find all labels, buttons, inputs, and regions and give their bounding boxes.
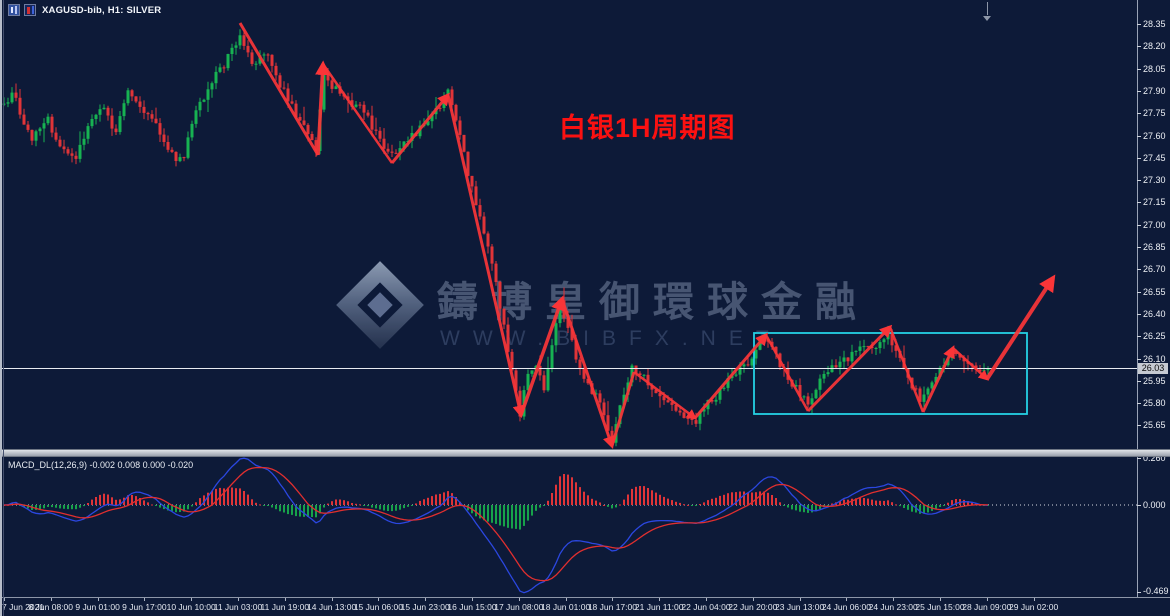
price-axis[interactable]: 28.35 28.20 28.05 27.90 27.75 27.60 27.45 27.30… [1137, 0, 1170, 597]
price-tick-label: 25.65 [1143, 420, 1166, 431]
price-tick-label: 27.15 [1143, 197, 1166, 208]
time-tick-label: 22 Jun 20:00 [728, 602, 778, 612]
time-tick-label: 9 Jun 01:00 [75, 602, 120, 612]
time-tick-label: 14 Jun 13:00 [307, 602, 357, 612]
trend-line [610, 371, 636, 447]
macd-chart[interactable] [0, 457, 1137, 597]
macd-scale-max: 0.260 [1143, 453, 1166, 463]
price-tick-label: 27.00 [1143, 219, 1166, 230]
macd-indicator-label: MACD_DL(12,26,9) -0.002 0.008 0.000 -0.0… [8, 460, 194, 470]
trend-line [693, 332, 769, 419]
time-tick-label: 11 Jun 03:00 [213, 602, 263, 612]
macd-scale-zero: 0.000 [1143, 500, 1166, 510]
chart-shift-triangle-icon [983, 16, 991, 21]
chart-text-annotation[interactable]: 白银1H周期图 [559, 113, 736, 143]
price-tick-label: 28.05 [1143, 63, 1166, 74]
trend-line [806, 324, 893, 413]
chart-window-icon [8, 4, 20, 16]
time-tick-label: 22 Jun 04:00 [681, 602, 731, 612]
trend-line [560, 298, 615, 449]
time-tick-label: 24 Jun 06:00 [821, 602, 871, 612]
price-tick-label: 26.55 [1143, 286, 1166, 297]
price-tick-label: 27.75 [1143, 108, 1166, 119]
window-left-border-inner [3, 0, 4, 616]
price-tick-label: 27.60 [1143, 130, 1166, 141]
current-price-line [0, 368, 1137, 369]
time-tick-label: 29 Jun 02:00 [1009, 602, 1059, 612]
trend-line [446, 94, 526, 419]
trend-line [764, 334, 810, 412]
time-tick-label: 18 Jun 01:00 [541, 602, 591, 612]
time-tick-label: 15 Jun 06:00 [353, 602, 403, 612]
price-axis-line [1137, 0, 1138, 597]
time-tick-label: 7 Jun 2021 [2, 602, 45, 612]
price-tick-label: 27.90 [1143, 85, 1166, 96]
time-tick-label: 18 Jun 17:00 [587, 602, 637, 612]
time-axis[interactable]: 7 Jun 2021 8 Jun 08:00 9 Jun 01:00 9 Jun 17… [0, 597, 1170, 616]
trend-line [888, 326, 925, 413]
price-tick-label: 25.95 [1143, 375, 1166, 386]
time-tick-label: 28 Jun 09:00 [962, 602, 1012, 612]
broker-site-watermark: WWW.BIBFX.NET [440, 327, 782, 350]
price-tick-label: 26.85 [1143, 242, 1166, 252]
trend-line [238, 22, 320, 156]
price-tick-label: 26.25 [1143, 331, 1166, 342]
time-tick-label: 9 Jun 17:00 [122, 602, 167, 612]
macd-scale-min: -0.469 [1143, 586, 1169, 596]
time-tick-label: 23 Jun 13:00 [775, 602, 825, 612]
price-tick-label: 26.10 [1143, 353, 1166, 364]
time-tick-label: 8 Jun 08:00 [28, 602, 74, 612]
price-tick-label: 28.20 [1143, 41, 1166, 52]
time-tick-label: 24 Jun 23:00 [868, 602, 918, 612]
price-tick-label: 27.45 [1143, 152, 1166, 163]
trend-line [315, 60, 330, 156]
current-price-tag: 26.03 [1138, 363, 1168, 374]
trend-line [952, 347, 989, 381]
trend-line [985, 274, 1056, 381]
consolidation-rectangle [753, 332, 1028, 415]
trend-line [921, 345, 955, 413]
price-chart[interactable] [0, 0, 1137, 449]
price-tick-label: 26.40 [1143, 308, 1166, 319]
time-tick-label: 21 Jun 11:00 [634, 602, 684, 612]
chart-shift-marker [987, 2, 988, 15]
symbol-chart-icon [24, 4, 36, 16]
chart-title: XAGUSD-bib, H1: SILVER [42, 5, 162, 16]
price-tick-label: 28.35 [1143, 19, 1166, 29]
time-tick-label: 15 Jun 23:00 [400, 602, 450, 612]
trend-line [390, 92, 451, 164]
price-tick-label: 27.30 [1143, 175, 1166, 186]
chart-title-overlay: XAGUSD-bib, H1: SILVER [0, 0, 1170, 18]
price-tick-label: 26.70 [1143, 264, 1166, 275]
trend-line [321, 63, 394, 164]
price-tick-label: 25.80 [1143, 398, 1166, 409]
time-tick-label: 17 Jun 08:00 [494, 602, 544, 612]
window-left-border [0, 0, 2, 616]
time-tick-label: 11 Jun 19:00 [260, 602, 310, 612]
time-tick-label: 25 Jun 15:00 [915, 602, 965, 612]
chart-annotations[interactable] [0, 0, 1137, 449]
trend-line [519, 295, 566, 416]
broker-name-watermark: 鑄博皇御環球金融 [437, 279, 869, 325]
time-tick-label: 16 Jun 15:00 [447, 602, 497, 612]
trend-line [633, 371, 698, 420]
time-tick-label: 10 Jun 10:00 [166, 602, 216, 612]
panel-splitter[interactable] [0, 449, 1170, 457]
